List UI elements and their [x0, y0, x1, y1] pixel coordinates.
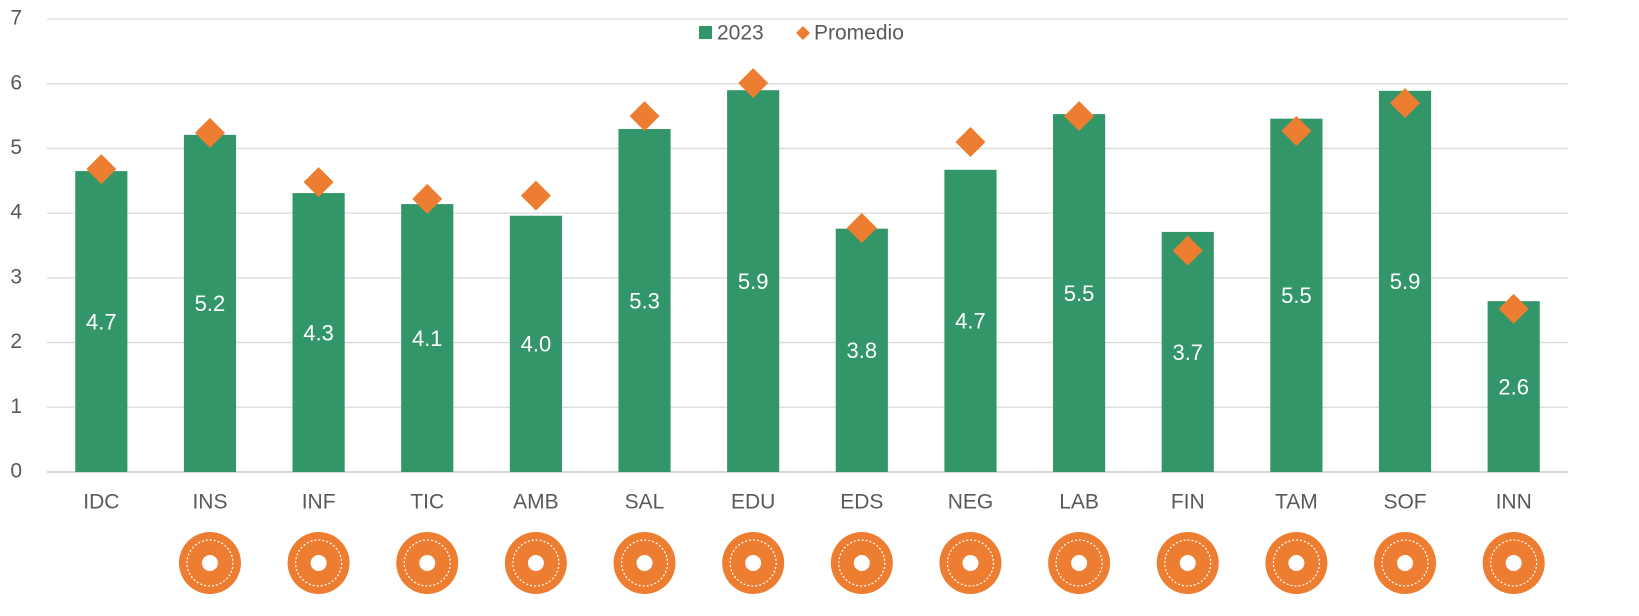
x-tick-label: INS — [192, 491, 227, 514]
value-label: 4.3 — [303, 320, 334, 345]
category-icon-glyph — [853, 555, 870, 571]
marker — [846, 213, 877, 244]
y-tick-label: 1 — [10, 395, 22, 418]
x-tick-label: EDS — [840, 491, 883, 514]
value-label: 5.5 — [1064, 281, 1095, 306]
x-tick-label: SAL — [625, 491, 665, 514]
bar — [401, 204, 454, 472]
bar — [618, 129, 671, 472]
legend-swatch — [699, 26, 712, 39]
bar — [75, 171, 128, 473]
y-tick-label: 2 — [10, 330, 22, 353]
category-icon-ring — [512, 539, 560, 587]
x-tick-label: EDU — [731, 491, 775, 514]
category-icon-glyph — [1179, 555, 1196, 571]
category-icon-glyph — [201, 555, 218, 571]
category-icon-ring — [946, 539, 995, 587]
bar — [944, 169, 997, 472]
category-icon-glyph — [1397, 555, 1414, 571]
x-tick-label: AMB — [513, 491, 559, 514]
value-label: 2.6 — [1498, 374, 1529, 399]
y-tick-label: 6 — [10, 71, 22, 94]
category-icon-ring — [1381, 539, 1429, 587]
value-label: 5.9 — [738, 269, 769, 294]
category-icon-ring — [1055, 539, 1103, 587]
marker — [1172, 235, 1203, 266]
bar — [1161, 231, 1214, 472]
category-icon-ring — [838, 539, 886, 587]
category-icon-glyph — [310, 555, 327, 571]
value-label: 4.1 — [412, 326, 443, 351]
marker — [1281, 115, 1312, 146]
bar — [292, 193, 345, 472]
legend-label: Promedio — [814, 22, 904, 45]
bar — [727, 90, 780, 472]
bar — [1053, 114, 1106, 472]
x-tick-label: NEG — [948, 491, 994, 514]
y-tick-label: 7 — [10, 7, 22, 30]
marker — [1498, 293, 1529, 324]
marker — [412, 183, 443, 214]
value-label: 4.7 — [86, 309, 117, 334]
category-icon-glyph — [1288, 555, 1305, 571]
bar — [1378, 90, 1432, 472]
category-icon-ring — [295, 539, 343, 587]
x-tick-label: FIN — [1171, 491, 1205, 514]
value-label: 5.2 — [195, 291, 226, 316]
x-tick-label: INN — [1496, 491, 1532, 514]
category-icon-glyph — [636, 555, 653, 571]
bar — [1487, 301, 1540, 472]
x-tick-label: TIC — [410, 491, 444, 514]
y-tick-label: 0 — [10, 460, 22, 483]
category-icon-ring — [1272, 539, 1320, 587]
category-icon-glyph — [745, 555, 762, 571]
marker — [303, 167, 334, 198]
marker — [1390, 88, 1421, 119]
legend-label: 2023 — [717, 22, 764, 45]
bar — [183, 134, 237, 473]
x-tick-label: LAB — [1059, 491, 1099, 514]
bar — [835, 228, 888, 472]
value-label: 5.9 — [1390, 269, 1421, 294]
x-tick-label: IDC — [83, 491, 119, 514]
category-icon-glyph — [1071, 555, 1088, 571]
value-label: 3.8 — [847, 338, 878, 363]
legend-swatch — [796, 26, 810, 40]
marker — [520, 180, 551, 211]
value-label: 5.3 — [629, 288, 660, 313]
value-label: 4.7 — [955, 309, 986, 334]
marker — [738, 68, 769, 99]
category-icon-ring — [729, 539, 777, 587]
value-label: 3.7 — [1172, 340, 1203, 365]
category-icon-glyph — [962, 555, 979, 571]
x-tick-label: SOF — [1383, 491, 1426, 514]
category-icon-ring — [1164, 539, 1212, 587]
value-label: 4.0 — [521, 332, 552, 357]
y-tick-label: 4 — [10, 201, 22, 224]
bar — [509, 215, 562, 472]
x-tick-label: TAM — [1275, 491, 1318, 514]
marker — [86, 154, 117, 185]
category-icon-ring — [620, 539, 669, 587]
marker — [1064, 101, 1095, 132]
y-tick-label: 3 — [10, 265, 22, 288]
category-icon-ring — [186, 539, 234, 587]
category-icon-glyph — [527, 555, 544, 571]
x-tick-label: INF — [302, 491, 336, 514]
marker — [194, 117, 225, 148]
marker — [955, 126, 986, 157]
value-label: 5.5 — [1281, 283, 1312, 308]
category-icon-ring — [403, 539, 451, 587]
marker — [629, 101, 660, 132]
category-icon-glyph — [419, 555, 436, 571]
category-icon-glyph — [1505, 555, 1522, 571]
bar — [1270, 118, 1323, 472]
y-tick-label: 5 — [10, 136, 22, 159]
category-icon-ring — [1490, 539, 1538, 587]
